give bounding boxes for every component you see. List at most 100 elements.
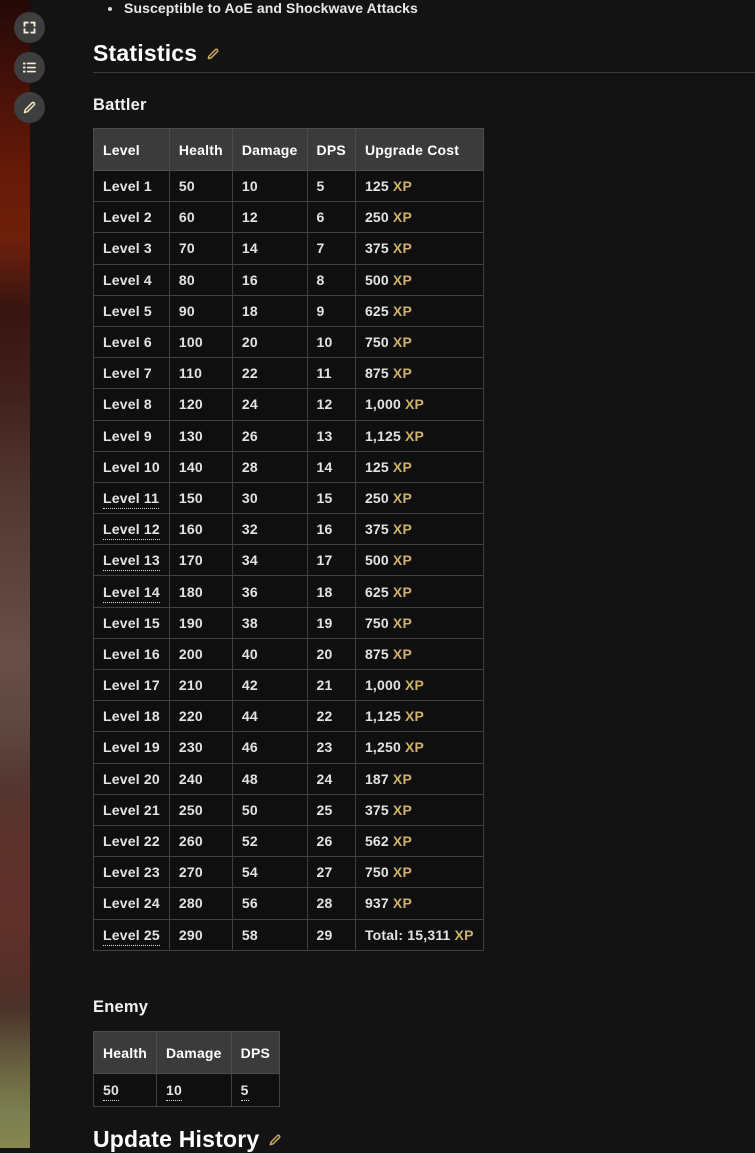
health-cell: 210 [168, 668, 233, 702]
level-cell: Level 3 [93, 232, 170, 265]
level-cell: Level 10 [93, 450, 170, 483]
contents-button[interactable] [14, 52, 45, 83]
health-cell: 50 [168, 169, 233, 203]
health-cell: 290 [168, 918, 233, 951]
statistics-heading-text: Statistics [93, 40, 198, 66]
cell-text: 240 [178, 770, 203, 787]
cell-text: 11 [316, 365, 332, 382]
cell-text: 52 [241, 833, 258, 850]
level-cell: Level 11 [93, 481, 170, 515]
edit-section-icon[interactable] [206, 47, 220, 61]
cell-text: 750 [364, 334, 389, 351]
column-header: Level [93, 128, 170, 171]
upgrade-cost-cell: 1,000 XP [354, 668, 484, 702]
health-cell: 280 [168, 887, 233, 920]
dps-cell: 5 [306, 169, 356, 203]
damage-cell: 42 [231, 668, 308, 702]
cell-text: 5 [316, 178, 325, 195]
cell-text: 750 [364, 614, 389, 631]
table-row: Level 14 180 36 18 625 XP [93, 575, 484, 608]
level-cell: Level 14 [93, 575, 170, 608]
level-cell: Level 16 [93, 637, 170, 671]
dps-cell: 10 [306, 325, 356, 359]
health-cell: 240 [168, 762, 233, 795]
tooltip-term[interactable]: Level 14 [103, 583, 160, 603]
column-header: DPS [306, 128, 356, 171]
tooltip-term[interactable]: 5 [240, 1082, 249, 1101]
edit-section-icon[interactable] [268, 1133, 282, 1147]
health-cell: 220 [168, 700, 233, 733]
tooltip-term[interactable]: Level 13 [103, 552, 160, 572]
level-cell: Level 21 [93, 793, 170, 826]
cell-text: 250 [364, 209, 389, 226]
cell-text: Level 3 [103, 240, 152, 257]
damage-cell: 18 [231, 294, 308, 327]
upgrade-cost-cell: 750 XP [354, 606, 484, 639]
level-cell: Level 20 [93, 762, 170, 795]
fullscreen-button[interactable] [14, 12, 45, 43]
cell-text: 16 [316, 521, 333, 538]
upgrade-cost-cell: 250 XP [354, 201, 484, 234]
table-row: Level 13 170 34 17 500 XP [93, 544, 484, 577]
cell-text: 24 [316, 770, 333, 787]
cell-text: 250 [178, 801, 203, 818]
cell-text: Level 1 [103, 178, 152, 195]
damage-cell: 56 [231, 887, 308, 920]
cell-text: 38 [241, 614, 258, 631]
health-cell: 250 [168, 793, 233, 826]
level-cell: Level 19 [93, 731, 170, 764]
dps-cell: 5 [230, 1073, 281, 1107]
xp-currency-label: XP [392, 770, 412, 787]
cell-text: Level 6 [103, 334, 152, 351]
cell-text: 26 [241, 427, 258, 444]
tooltip-term[interactable]: 10 [166, 1082, 182, 1101]
cell-text: 20 [241, 334, 258, 351]
cell-text: Level 7 [103, 365, 152, 382]
tooltip-term[interactable]: Level 12 [103, 521, 160, 541]
tooltip-term[interactable]: 50 [103, 1082, 119, 1101]
list-item-text: Susceptible to AoE and Shockwave Attacks [124, 0, 418, 16]
dps-cell: 29 [306, 918, 356, 951]
cell-text: 54 [241, 864, 258, 881]
dps-cell: 7 [306, 232, 356, 265]
cell-text: 70 [178, 240, 195, 257]
tooltip-term[interactable]: Level 11 [103, 489, 160, 509]
dps-cell: 14 [306, 450, 356, 483]
damage-cell: 28 [231, 450, 308, 483]
upgrade-cost-cell: 562 XP [354, 824, 484, 858]
level-cell: Level 9 [93, 419, 170, 452]
column-header: Health [168, 128, 233, 171]
cell-text: 34 [241, 552, 258, 569]
table-row: Level 22 260 52 26 562 XP [93, 824, 484, 858]
section-divider [93, 72, 755, 73]
tooltip-term[interactable]: Level 25 [103, 926, 160, 946]
cell-text: 22 [241, 365, 258, 382]
cell-text: Level 21 [103, 801, 160, 818]
xp-currency-label: XP [392, 209, 412, 226]
xp-currency-label: XP [392, 583, 412, 600]
cell-text: 875 [364, 365, 389, 382]
damage-cell: 38 [231, 606, 308, 639]
cell-text: 250 [364, 489, 389, 506]
cell-text: 1,000 [364, 396, 401, 413]
dps-cell: 22 [306, 700, 356, 733]
cell-text: 44 [241, 708, 258, 725]
upgrade-cost-cell: 1,125 XP [354, 419, 484, 452]
dps-cell: 21 [306, 668, 356, 702]
cell-text: 14 [316, 458, 333, 475]
damage-cell: 10 [231, 169, 308, 203]
cell-text: 562 [364, 833, 389, 850]
column-header: Damage [231, 128, 308, 171]
cell-text: 9 [316, 302, 325, 319]
cell-text: 18 [316, 583, 333, 600]
cell-text: 42 [241, 677, 258, 694]
damage-cell: 34 [231, 544, 308, 577]
health-cell: 80 [168, 263, 233, 296]
dps-cell: 19 [306, 606, 356, 639]
xp-currency-label: XP [392, 458, 412, 475]
cell-text: 1,250 [364, 739, 401, 756]
edit-button[interactable] [14, 92, 45, 123]
cell-text: 10 [316, 334, 333, 351]
cell-text: Level 4 [103, 271, 152, 288]
level-cell: Level 6 [93, 325, 170, 359]
